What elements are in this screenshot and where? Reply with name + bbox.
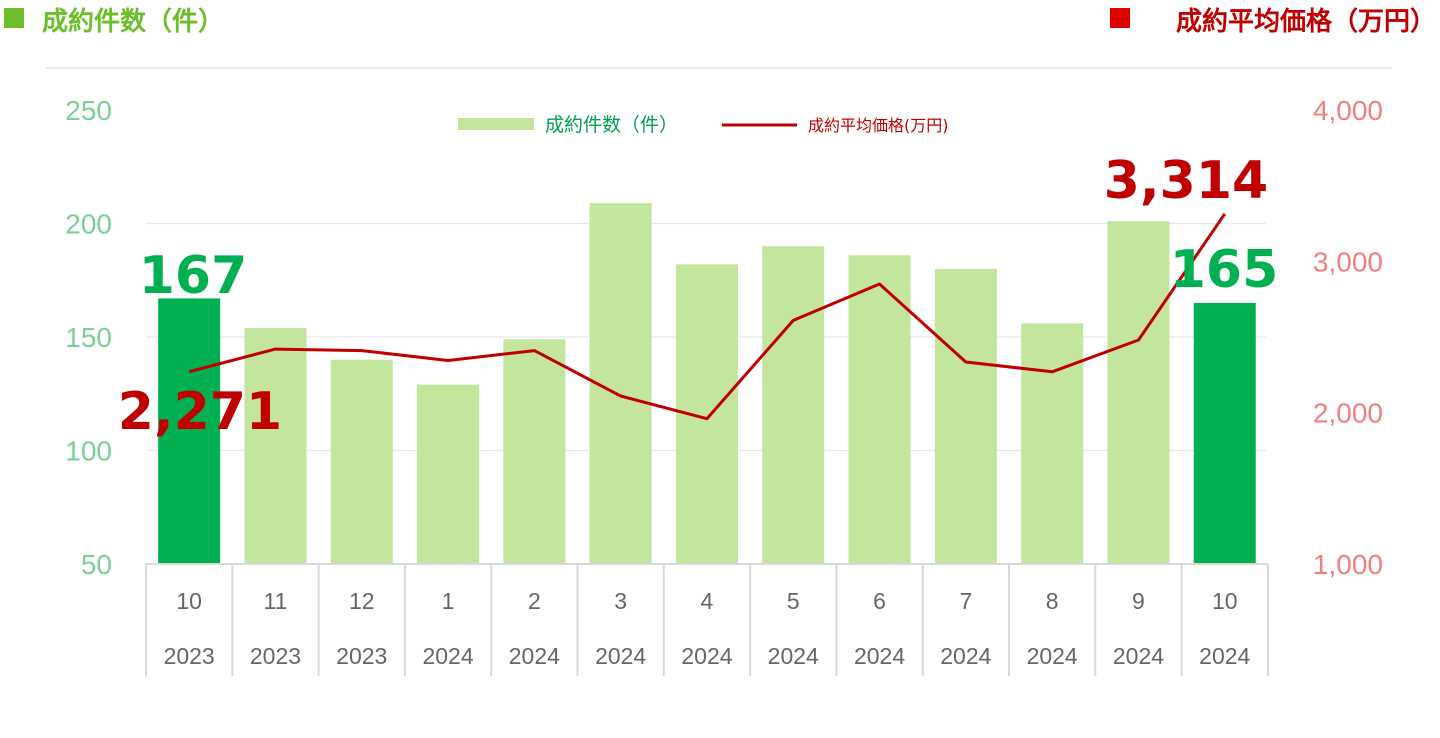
x-year-label: 2024 [854,643,905,669]
right-axis-title: 成約平均価格（万円） [1110,6,1436,37]
x-month-label: 10 [176,588,202,614]
x-year-label: 2023 [164,643,215,669]
x-month-label: 8 [1046,588,1059,614]
right-axis-ticks: 4,000 3,000 2,000 1,000 [1313,95,1383,580]
left-tick-label: 150 [65,322,112,353]
line-series [188,212,1227,421]
x-month-label: 4 [701,588,714,614]
x-year-label: 2023 [250,643,301,669]
bar-11 [1107,221,1170,565]
left-tick-label: 100 [65,436,112,467]
right-tick-label: 3,000 [1313,246,1383,277]
right-tick-label: 2,000 [1313,398,1383,429]
x-year-label: 2024 [768,643,819,669]
price-line [188,212,1227,421]
x-year-label: 2024 [681,643,732,669]
right-tick-label: 1,000 [1313,549,1383,580]
x-year-label: 2024 [1027,643,1078,669]
first-bar-value-label: 167 [139,246,248,306]
last-bar-value-label: 165 [1170,240,1279,300]
bar-series [158,203,1256,565]
bar-0 [158,298,221,564]
x-month-label: 10 [1212,588,1238,614]
bar-10 [1021,323,1084,564]
left-title-text: 成約件数（件） [42,6,224,37]
left-tick-label: 250 [65,95,112,126]
bar-8 [848,255,911,564]
x-year-label: 2024 [1199,643,1250,669]
x-year-label: 2024 [595,643,646,669]
bar-7 [762,246,825,564]
bar-12 [1193,302,1256,564]
x-month-label: 9 [1132,588,1145,614]
legend-bar-label: 成約件数（件） [545,114,678,136]
x-month-label: 7 [959,588,972,614]
right-title-marker [1110,8,1130,28]
x-month-label: 11 [264,588,288,614]
x-month-label: 5 [787,588,800,614]
x-year-label: 2024 [940,643,991,669]
right-tick-label: 4,000 [1313,95,1383,126]
bar-9 [934,268,997,564]
bar-1 [244,327,307,564]
x-month-label: 2 [528,588,541,614]
x-year-label: 2024 [509,643,560,669]
bar-2 [330,359,393,564]
left-tick-label: 50 [81,549,112,580]
x-year-label: 2023 [336,643,387,669]
left-title-marker [4,8,24,28]
right-title-text: 成約平均価格（万円） [1176,6,1436,37]
x-axis: 10 2023 11 2023 12 2023 1 2024 2 2024 3 2024 4 2024 5 2… [145,563,1269,676]
x-year-label: 2024 [1113,643,1164,669]
x-month-label: 1 [442,588,455,614]
left-axis-ticks: 250 200 150 100 50 [65,95,112,580]
x-month-label: 3 [614,588,627,614]
left-tick-label: 200 [65,209,112,240]
first-price-label: 2,271 [118,382,282,442]
x-month-label: 6 [873,588,886,614]
last-price-label: 3,314 [1104,151,1268,211]
x-month-label: 12 [349,588,375,614]
legend: 成約件数（件） 成約平均価格(万円) [458,114,949,136]
legend-line-label: 成約平均価格(万円) [808,116,949,135]
left-axis-title: 成約件数（件） [4,6,224,37]
bar-3 [417,384,480,564]
bar-4 [503,339,566,564]
x-year-label: 2024 [422,643,473,669]
legend-bar-swatch [458,118,534,130]
